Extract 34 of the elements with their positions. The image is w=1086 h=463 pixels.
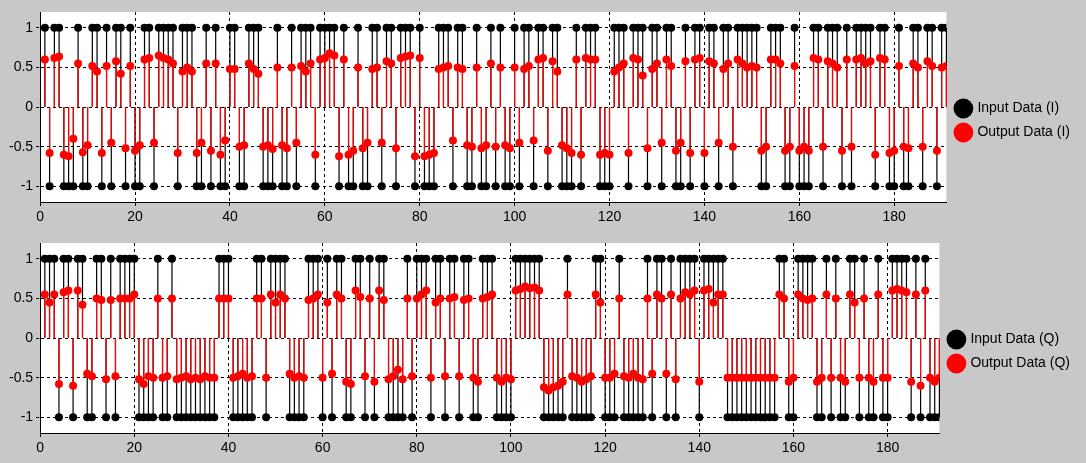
x-tick-label: 0: [36, 439, 45, 456]
y-tick-label: -1: [20, 177, 34, 194]
y-tick-label: 1: [25, 18, 34, 35]
legend-label: Output Data (I): [977, 123, 1070, 140]
y-tick-label: -1: [20, 408, 34, 425]
y-tick-label: 0: [25, 328, 34, 345]
x-tick-label: 20: [127, 208, 144, 225]
x-tick-label: 0: [36, 208, 45, 225]
y-tick-label: 1: [25, 249, 34, 266]
x-tick-label: 180: [875, 439, 900, 456]
legend-label: Output Data (Q): [970, 354, 1070, 371]
legend-label: Input Data (I): [977, 99, 1060, 116]
x-tick-label: 20: [126, 439, 143, 456]
y-tick-label: -0.5: [9, 137, 34, 154]
x-tick-label: 80: [409, 439, 425, 456]
legend-label: Input Data (Q): [970, 330, 1060, 347]
y-tick-label: 0.5: [13, 58, 34, 75]
y-tick-label: 0.5: [13, 289, 34, 306]
x-tick-label: 120: [593, 439, 618, 456]
x-tick-label: 100: [499, 439, 523, 456]
x-tick-label: 160: [781, 439, 806, 456]
x-tick-label: 40: [222, 208, 238, 225]
x-tick-label: 60: [317, 208, 333, 225]
y-tick-label: 0: [25, 97, 34, 114]
x-tick-label: 60: [314, 439, 331, 456]
x-tick-label: 140: [687, 439, 712, 456]
x-tick-label: 180: [882, 208, 907, 225]
x-tick-label: 40: [220, 439, 237, 456]
x-tick-label: 140: [692, 208, 717, 225]
x-tick-label: 100: [502, 208, 527, 225]
y-tick-label: -0.5: [9, 368, 34, 385]
x-tick-label: 160: [787, 208, 812, 225]
x-tick-label: 80: [411, 208, 428, 225]
x-tick-label: 120: [597, 208, 622, 225]
